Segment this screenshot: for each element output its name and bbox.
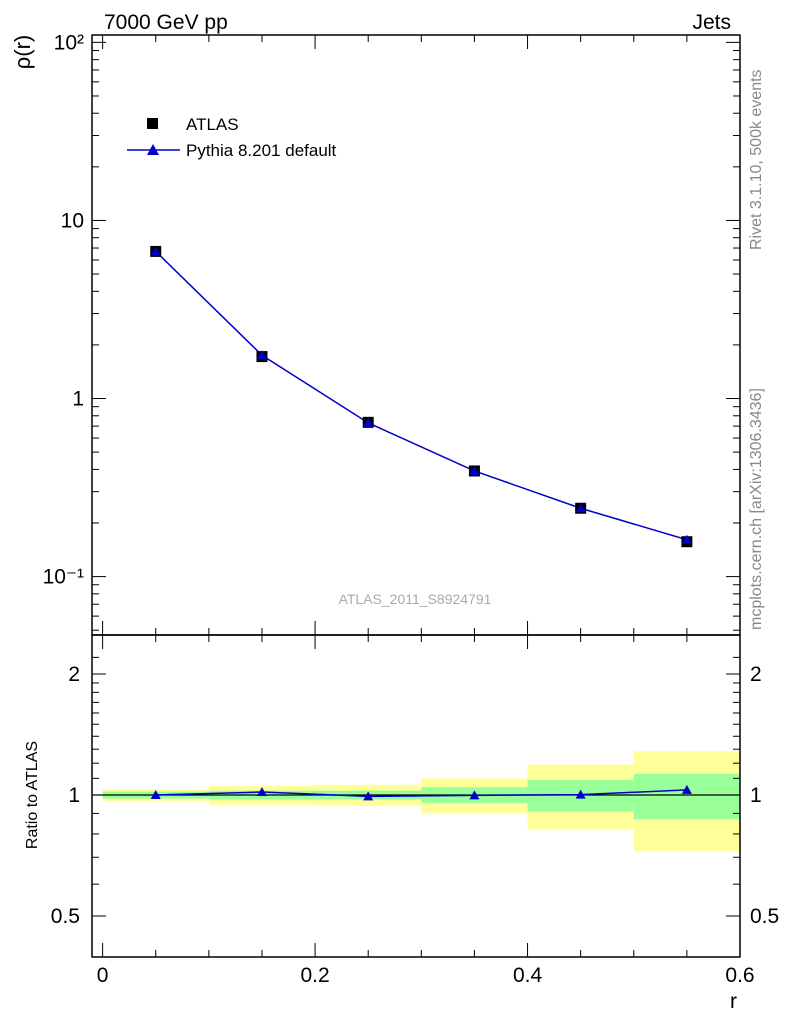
- pythia-point: [575, 503, 586, 513]
- ratio-pythia-point: [363, 791, 374, 801]
- legend-mc-label: Pythia 8.201 default: [186, 141, 337, 160]
- ratio-y-axis-label: Ratio to ATLAS: [24, 741, 41, 849]
- top-y-tick-label: 10: [61, 209, 84, 232]
- top-y-axis-label: ρ(r): [10, 35, 35, 70]
- x-tick-label: 0.4: [513, 964, 543, 987]
- ratio-y-tick-label-right: 0.5: [750, 905, 779, 928]
- pythia-point: [256, 350, 267, 360]
- ratio-pythia-curve: [155, 789, 687, 798]
- top-y-tick-label: 10⁻¹: [43, 566, 84, 589]
- ratio-y-tick-label-left: 1: [68, 784, 80, 807]
- ratio-pythia-point: [469, 790, 480, 800]
- source-label: mcplots.cern.ch [arXiv:1306.3436]: [748, 388, 765, 630]
- ratio-y-tick-label-right: 2: [750, 663, 762, 686]
- x-tick-label: 0: [97, 964, 109, 987]
- pythia-point: [681, 534, 692, 544]
- header-left: 7000 GeV pp: [104, 11, 228, 34]
- x-tick-label: 0.6: [725, 964, 754, 987]
- ratio-pythia-point: [575, 789, 586, 799]
- legend-data-marker: [147, 118, 158, 129]
- top-y-tick-label: 1: [72, 388, 84, 411]
- ratio-inner-band: [633, 773, 740, 820]
- legend-data-label: ATLAS: [186, 115, 239, 134]
- rivet-label: Rivet 3.1.10, 500k events: [748, 69, 765, 250]
- analysis-watermark: ATLAS_2011_S8924791: [339, 591, 492, 607]
- pythia-curve: [155, 250, 688, 541]
- legend-mc-marker: [147, 144, 159, 155]
- pythia-point: [469, 465, 480, 475]
- x-axis-label: r: [730, 990, 737, 1013]
- ratio-panel-frame: [91, 634, 741, 958]
- main-plot-panel: ρ(r) 10⁻¹ 1 10 10²: [10, 31, 741, 636]
- ratio-pythia-point: [256, 787, 267, 797]
- ratio-plot-panel: Ratio to ATLAS 0.5 0.5 1 1 2 2 0 0.2 0.4 0.6 r: [24, 634, 779, 1013]
- pythia-point: [150, 246, 161, 256]
- ratio-pythia-point: [681, 784, 692, 794]
- ratio-y-tick-label-right: 1: [750, 784, 762, 807]
- top-y-tick-label: 10²: [54, 31, 84, 54]
- pythia-point: [363, 417, 374, 427]
- header-right: Jets: [692, 11, 731, 34]
- x-tick-label: 0.2: [300, 964, 329, 987]
- legend: ATLAS Pythia 8.201 default: [127, 115, 337, 160]
- ratio-pythia-point: [150, 790, 161, 799]
- ratio-y-tick-label-left: 2: [68, 663, 80, 686]
- ratio-y-tick-label-left: 0.5: [51, 905, 80, 928]
